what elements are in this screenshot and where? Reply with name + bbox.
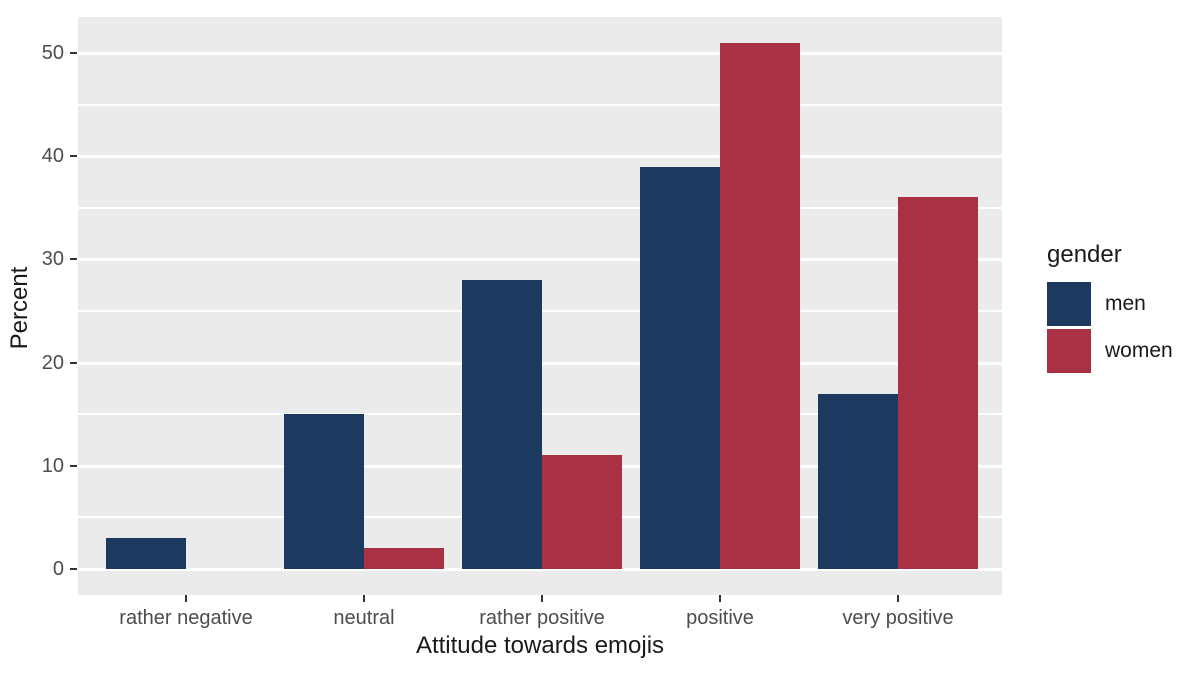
y-tick-mark [70,52,77,54]
bar-men-very-positive [818,393,898,569]
legend-entry-men: men [1047,282,1173,326]
x-tick-mark [185,595,187,602]
gridline-major [78,52,1002,55]
bar-women-positive [720,42,800,569]
y-tick-label: 40 [41,145,64,168]
legend-label-men: men [1105,292,1146,315]
bar-men-neutral [284,414,364,569]
y-tick-mark [70,464,77,467]
gridline-minor [78,206,1002,209]
y-tick-mark [70,155,77,158]
y-tick-label: 50 [41,42,64,64]
legend-entry-women: women [1047,329,1173,373]
y-tick-mark [70,361,77,364]
bar-men-rather-positive [462,280,542,569]
y-tick-mark [70,568,77,570]
legend-swatch-women [1047,329,1091,373]
bar-women-neutral [364,548,444,569]
y-tick-label: 0 [52,558,64,580]
x-tick-label-rather-positive: rather positive [479,607,605,629]
x-tick-mark [897,595,899,602]
legend-entries: men women [1047,282,1173,373]
legend-title: gender [1047,241,1122,268]
x-tick-label-positive: positive [686,607,754,629]
y-tick-label: 30 [41,248,64,271]
bar-women-very-positive [898,197,978,569]
bar-men-positive [640,166,720,569]
gridline-major [78,568,1002,571]
gridline-major [78,258,1002,262]
gridline-major [78,155,1002,159]
x-tick-mark [719,595,721,602]
legend-swatch-men [1047,282,1091,326]
legend: gender men women [1047,241,1173,376]
x-tick-label-very-positive: very positive [842,607,954,629]
plot-panel [78,17,1002,595]
x-tick-mark [363,595,365,602]
bar-men-rather-negative [106,538,186,569]
x-axis-title: Attitude towards emojis [415,632,665,659]
y-tick-mark [70,258,77,261]
legend-label-women: women [1105,339,1173,362]
x-tick-label-rather-negative: rather negative [119,607,253,629]
x-tick-label-neutral: neutral [333,607,395,629]
gridline-minor [78,103,1002,106]
bar-women-rather-positive [542,455,622,569]
x-tick-mark [541,595,543,602]
y-tick-label: 10 [41,454,64,477]
y-tick-label: 20 [41,351,64,374]
